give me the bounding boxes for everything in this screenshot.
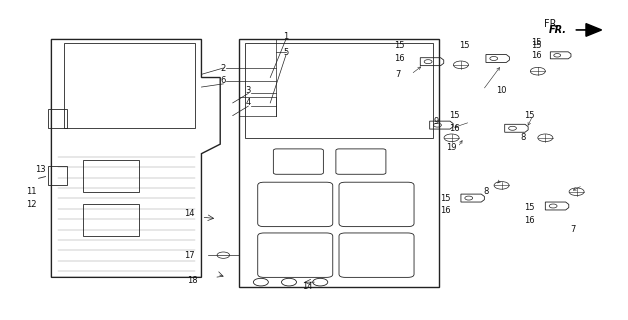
Text: 5: 5 [283, 48, 288, 57]
Text: 8: 8 [484, 187, 489, 196]
Text: 16: 16 [440, 206, 451, 215]
Text: 15: 15 [531, 41, 541, 50]
Polygon shape [586, 24, 602, 36]
Text: 17: 17 [183, 251, 194, 260]
Text: 3: 3 [246, 86, 251, 95]
Text: 1: 1 [283, 32, 288, 41]
Text: 15: 15 [394, 41, 404, 50]
Text: 14: 14 [303, 282, 313, 292]
Text: 15: 15 [440, 194, 450, 203]
Text: 16: 16 [524, 216, 535, 225]
Text: 15: 15 [524, 111, 535, 120]
Text: 7: 7 [571, 225, 576, 234]
Text: 15: 15 [524, 203, 535, 212]
Text: 6: 6 [220, 76, 226, 85]
Text: 15: 15 [531, 38, 541, 47]
Text: 15: 15 [450, 111, 460, 120]
Text: FR.: FR. [544, 19, 559, 28]
Text: 10: 10 [496, 86, 507, 95]
Text: 7: 7 [396, 70, 401, 79]
Text: 11: 11 [26, 187, 36, 196]
Text: 14: 14 [184, 209, 194, 219]
Text: 16: 16 [394, 54, 404, 63]
Text: 18: 18 [187, 276, 197, 285]
Text: 13: 13 [35, 165, 45, 174]
Text: 12: 12 [26, 200, 36, 209]
Text: 4: 4 [246, 99, 251, 108]
Text: 16: 16 [450, 124, 460, 133]
Text: 19: 19 [447, 143, 457, 152]
Text: 2: 2 [220, 63, 226, 73]
Text: 8: 8 [521, 133, 526, 142]
Text: FR.: FR. [548, 25, 566, 35]
Text: 16: 16 [531, 51, 541, 60]
Text: 9: 9 [433, 117, 438, 126]
Text: 15: 15 [459, 41, 469, 50]
